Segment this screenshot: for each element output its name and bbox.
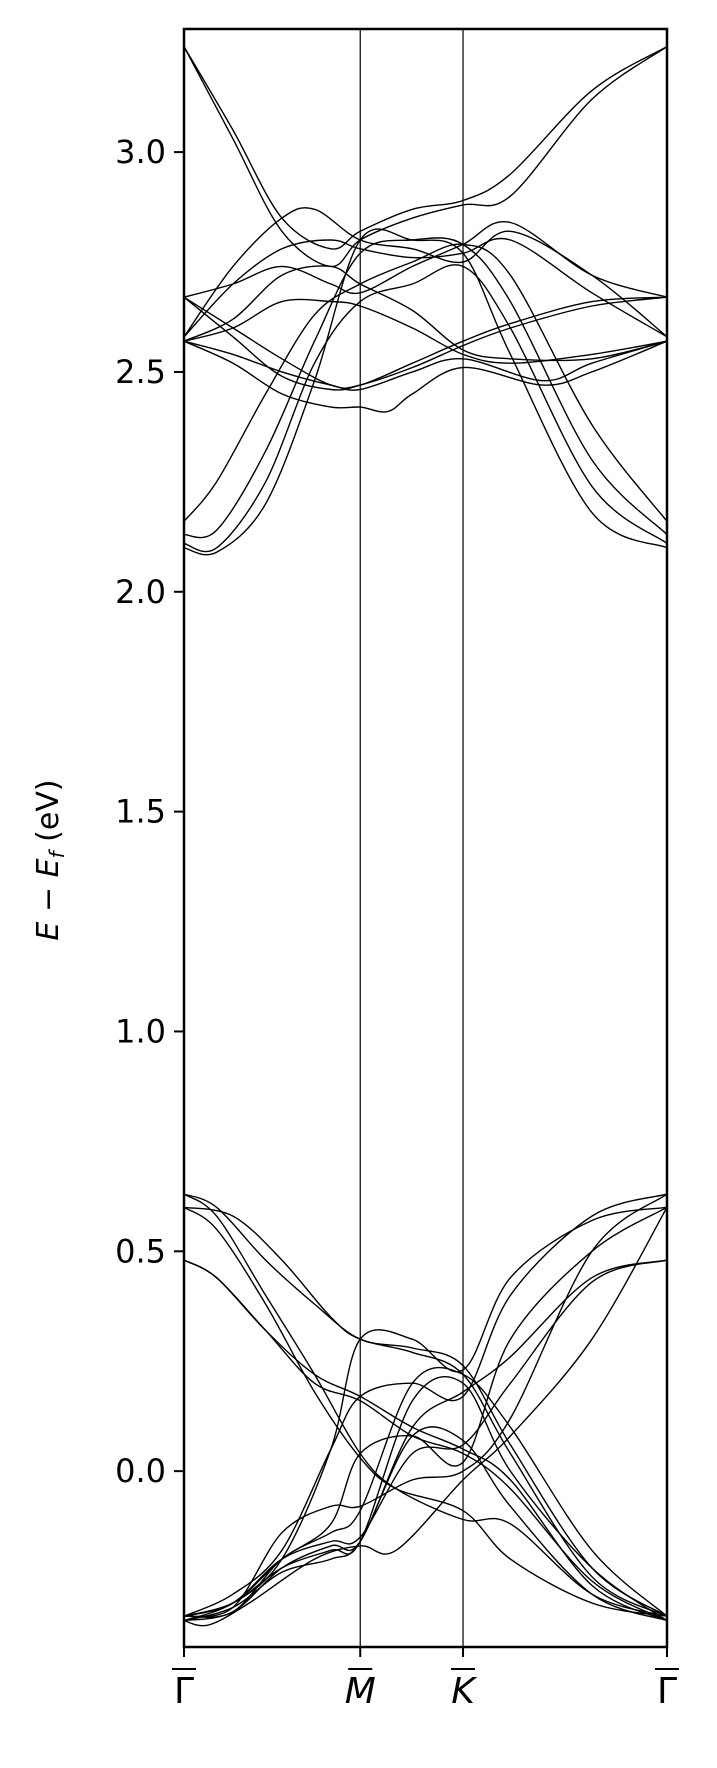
y-axis-title-unit: (eV)	[31, 779, 66, 851]
y-tick-label-2: 0.5	[115, 1232, 166, 1270]
band-line-9	[183, 340, 668, 391]
y-tick-label-3: 1.0	[115, 1012, 166, 1050]
band-line-13	[183, 237, 668, 539]
y-axis-title-ef: E	[31, 858, 66, 877]
band-line-15	[183, 228, 668, 556]
band-line-5	[183, 220, 668, 298]
x-tick-label-4: Γ	[657, 1671, 677, 1712]
band-line-12	[183, 243, 668, 522]
band-line-4	[183, 237, 668, 338]
plot-frame	[182, 27, 669, 1649]
high-symmetry-lines	[359, 29, 464, 1647]
y-tick-label-4: 1.5	[115, 793, 166, 831]
band-line-27	[183, 1193, 668, 1618]
band-line-10	[183, 265, 668, 362]
band-line-29	[183, 1366, 668, 1619]
band-lines	[183, 45, 668, 1627]
band-line-25	[183, 1259, 668, 1622]
band-line-30	[183, 1375, 668, 1622]
band-line-11	[183, 298, 668, 364]
band-line-1	[183, 45, 668, 250]
x-tick-label-1: Γ	[174, 1671, 194, 1712]
band-line-28	[183, 1206, 668, 1627]
y-tick-label-6: 2.5	[115, 353, 166, 391]
y-axis-title-minus: −	[31, 877, 66, 921]
y-axis-ticks: 0.0 0.5 1.0 1.5 2.0 2.5 3.0	[115, 133, 184, 1490]
band-line-7	[183, 296, 668, 391]
x-tick-label-3: K	[451, 1671, 477, 1712]
band-line-16	[183, 1193, 668, 1617]
y-axis-title-sub: f	[45, 848, 69, 858]
band-line-18	[183, 1193, 668, 1617]
y-axis-title-e: E	[31, 922, 66, 941]
band-line-14	[183, 264, 668, 553]
y-tick-label-1: 0.0	[115, 1452, 166, 1490]
band-line-17	[183, 1206, 668, 1617]
y-axis-title: E − Ef (eV)	[31, 779, 69, 940]
band-line-6	[183, 296, 668, 389]
y-tick-label-7: 3.0	[115, 133, 166, 171]
band-line-23	[183, 1193, 668, 1617]
band-line-2	[183, 46, 668, 268]
y-tick-label-5: 2.0	[115, 573, 166, 611]
band-line-31	[183, 1426, 668, 1622]
x-tick-label-2: M	[345, 1671, 376, 1712]
band-line-8	[183, 340, 668, 413]
